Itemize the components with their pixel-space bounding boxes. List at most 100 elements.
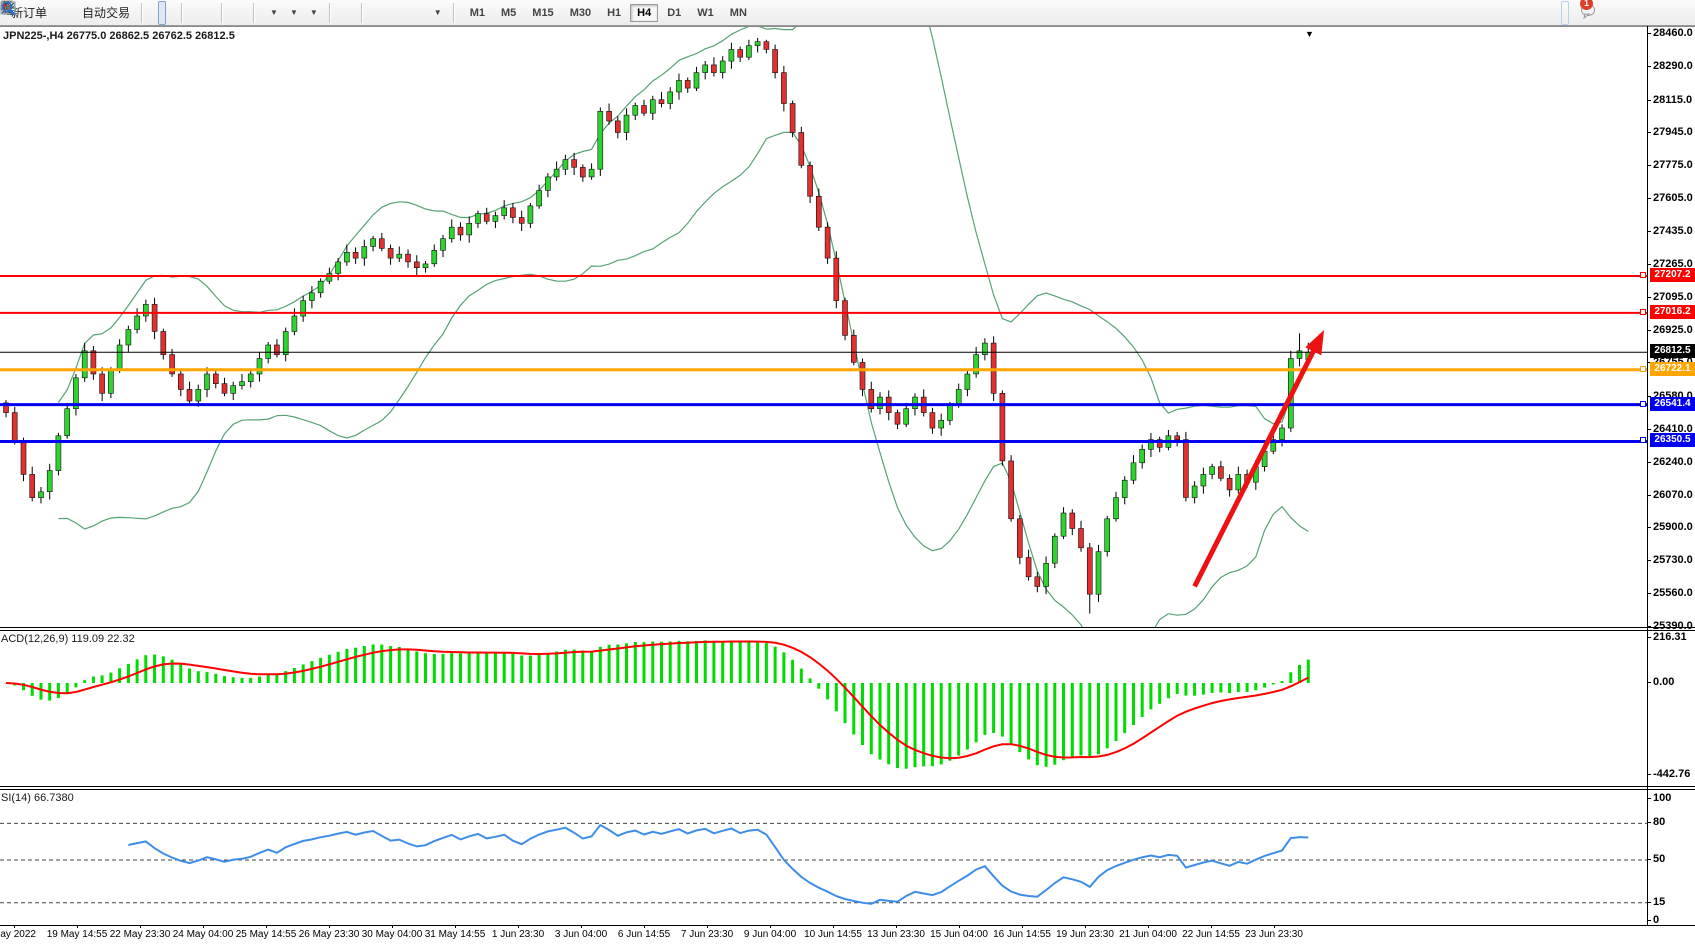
axis-tick [1647,297,1651,298]
price-marker-square [1640,401,1646,407]
price-tick-label: 27265.0 [1653,258,1693,270]
main-chart-svg[interactable] [0,27,1648,627]
axis-tick [1647,33,1651,34]
search-button[interactable] [1,0,1569,25]
macd-histogram [4,640,1310,769]
bar-chart-button[interactable] [1,1,158,25]
svg-text:T: T [5,4,11,15]
axis-tick [1647,920,1651,921]
styler-button[interactable] [1,1,59,25]
zoom-out-button[interactable] [2,1,206,25]
time-tick [266,925,267,928]
time-tick [707,925,708,928]
time-tick [455,925,456,928]
timeframe-d1[interactable]: D1 [667,6,682,19]
trendline-button[interactable] [1,1,394,25]
signals-button[interactable] [0,1,75,25]
time-tick [203,925,204,928]
arrows-button[interactable]: ▼ [1,1,446,25]
axis-tick [1647,798,1651,799]
vertical-line-button[interactable] [7,1,378,25]
timeframe-w1[interactable]: W1 [697,6,714,19]
candlestick-plot [3,37,1312,614]
auto-trading-label: 自动交易 [82,6,131,20]
chart-shift-marker-icon[interactable]: ▼ [1305,29,1314,39]
time-axis-label: 15 Jun 04:00 [930,929,988,940]
templates-button[interactable]: ▼ [0,1,322,25]
price-tick-label: 28460.0 [1653,27,1693,39]
auto-scroll-button[interactable] [1,1,238,25]
time-axis-label: 13 Jun 23:30 [867,929,925,940]
macd-tick-label: -442.76 [1653,768,1691,780]
time-tick [1085,925,1086,928]
rsi-line [128,823,1309,905]
time-axis-label: 19 Jun 23:30 [1056,929,1114,940]
fibonacci-button[interactable]: F [1,1,410,25]
rsi-panel[interactable]: SI(14) 66.7380 [0,789,1695,926]
crosshair-button[interactable] [1,1,354,25]
price-tick-label: 26240.0 [1653,456,1693,468]
price-marker-square [1640,272,1646,278]
macd-label: ACD(12,26,9) 119.09 22.32 [1,633,135,645]
price-axis-line [1647,26,1648,925]
periods-button[interactable]: ▼ [1,1,302,25]
axis-tick [1647,396,1651,397]
price-tick-label: 26410.0 [1653,423,1693,435]
price-tick-label: 27605.0 [1653,192,1693,204]
time-tick [518,925,519,928]
axis-tick [1647,429,1651,430]
timeframe-h4[interactable]: H4 [630,3,659,22]
price-marker-26722.1: 26722.1 [1650,362,1695,376]
candlestick-chart-button[interactable] [1,0,167,25]
axis-tick [1647,462,1651,463]
macd-panel[interactable]: ACD(12,26,9) 119.09 22.32 [0,630,1695,787]
time-tick [581,925,582,928]
tile-windows-button[interactable] [1,1,214,25]
new-chart-button[interactable]: ▼ [1,0,282,25]
time-tick [1022,925,1023,928]
notifications-button[interactable]: 1 [1579,0,1595,25]
cursor-button[interactable] [4,1,346,25]
line-chart-button[interactable] [1,1,174,25]
time-axis-label: 10 Jun 14:55 [804,929,862,940]
text-button[interactable]: A [3,1,418,25]
price-marker-27207.2: 27207.2 [1650,268,1695,282]
price-marker-26350.5: 26350.5 [1650,433,1695,447]
market-watch-button[interactable] [1,1,67,25]
svg-text:A: A [3,1,12,16]
time-axis-label: 25 May 14:55 [235,929,297,940]
rsi-tick-label: 100 [1653,792,1672,804]
macd-svg[interactable] [0,631,1648,786]
price-marker-square [1640,309,1646,315]
axis-tick [1647,362,1651,363]
timeframe-mn[interactable]: MN [729,6,747,19]
time-tick [896,925,897,928]
time-axis-label: 19 May 14:55 [46,929,108,940]
rsi-tick-label: 50 [1653,853,1666,865]
timeframe-m1[interactable]: M1 [469,6,485,19]
horizontal-line-button[interactable] [1,1,386,25]
axis-tick [1647,560,1651,561]
auto-trading-button[interactable]: 自动交易 [3,1,134,25]
timeframe-m30[interactable]: M30 [569,6,592,19]
chart-shift-button[interactable] [1,1,246,25]
zoom-in-button[interactable] [2,1,198,25]
axis-tick [1647,66,1651,67]
price-marker-square [1640,437,1646,443]
text-label-button[interactable]: T [1,1,426,25]
main-price-panel[interactable]: JPN225-,H4 26775.0 26862.5 26762.5 26812… [0,26,1695,628]
price-tick-label: 27435.0 [1653,225,1693,237]
timeframe-m15[interactable]: M15 [532,6,554,19]
time-tick [1148,925,1149,928]
chart-window[interactable]: JPN225-,H4 26775.0 26862.5 26762.5 26812… [0,26,1695,947]
rsi-svg[interactable] [0,790,1648,925]
timeframe-h1[interactable]: H1 [607,6,622,19]
timeframe-m5[interactable]: M5 [501,6,517,19]
price-tick-label: 28290.0 [1653,60,1693,72]
price-tick-label: 27945.0 [1653,126,1693,138]
time-axis-label: 16 Jun 14:55 [993,929,1051,940]
price-tick-label: 28115.0 [1653,94,1693,106]
equidistant-channel-button[interactable]: E [0,1,402,25]
chevron-down-icon: ▼ [270,8,278,17]
axis-tick [1647,774,1651,775]
